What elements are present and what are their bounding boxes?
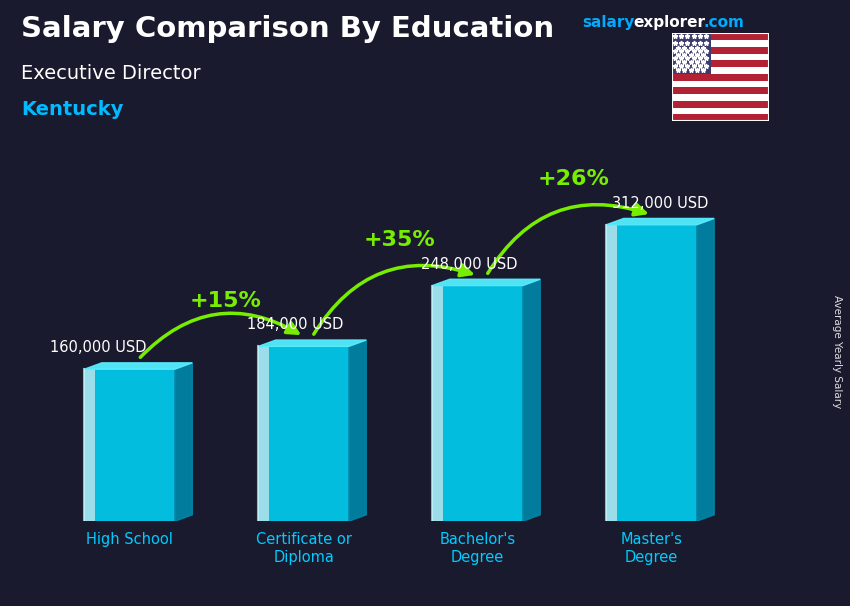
Text: 160,000 USD: 160,000 USD	[50, 340, 146, 355]
Bar	[672, 61, 769, 67]
Bar	[606, 225, 617, 521]
Bar	[672, 67, 769, 74]
Polygon shape	[606, 218, 714, 225]
Text: 184,000 USD: 184,000 USD	[246, 318, 343, 332]
Bar	[672, 47, 769, 53]
Bar	[672, 33, 711, 74]
Text: +15%: +15%	[190, 291, 261, 311]
Polygon shape	[523, 279, 541, 521]
Text: Kentucky: Kentucky	[21, 100, 123, 119]
Text: +35%: +35%	[364, 230, 435, 250]
Bar	[617, 225, 697, 521]
Bar	[672, 53, 769, 61]
Bar	[95, 369, 175, 521]
Bar	[443, 285, 523, 521]
Polygon shape	[348, 340, 366, 521]
Bar	[672, 40, 769, 47]
Polygon shape	[84, 363, 192, 369]
Text: salary: salary	[582, 15, 635, 30]
Polygon shape	[697, 218, 714, 521]
Text: Salary Comparison By Education: Salary Comparison By Education	[21, 15, 554, 43]
Text: Executive Director: Executive Director	[21, 64, 201, 82]
Bar	[672, 94, 769, 101]
Text: Average Yearly Salary: Average Yearly Salary	[832, 295, 842, 408]
Bar	[672, 108, 769, 115]
Bar	[433, 285, 443, 521]
Bar	[269, 347, 348, 521]
Bar	[672, 87, 769, 94]
Polygon shape	[433, 279, 541, 285]
Text: 312,000 USD: 312,000 USD	[612, 196, 708, 211]
Text: explorer: explorer	[633, 15, 706, 30]
Text: 248,000 USD: 248,000 USD	[421, 256, 517, 271]
Bar	[672, 74, 769, 81]
Bar	[672, 81, 769, 87]
Bar	[258, 347, 269, 521]
Text: .com: .com	[704, 15, 745, 30]
Bar	[672, 115, 769, 121]
Bar	[672, 33, 769, 40]
Text: +26%: +26%	[537, 169, 609, 189]
Bar	[672, 101, 769, 108]
Polygon shape	[175, 363, 192, 521]
Polygon shape	[258, 340, 366, 347]
Bar	[84, 369, 95, 521]
